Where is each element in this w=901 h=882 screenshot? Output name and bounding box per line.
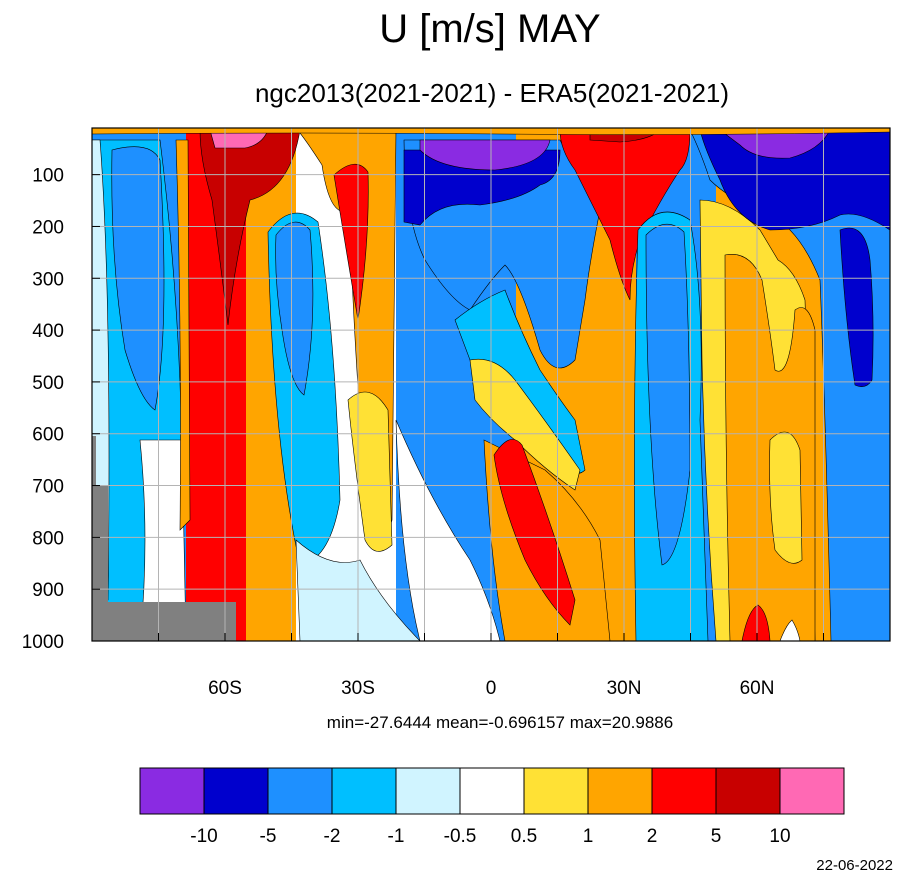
x-tick-label: 30N (607, 678, 642, 699)
y-tick-label: 600 (32, 425, 64, 446)
y-tick-label: 1000 (22, 632, 64, 653)
y-axis: 100 200 300 400 500 600 700 800 900 1000 (22, 166, 100, 653)
colorbar-swatch (203, 767, 269, 815)
contour-region (645, 223, 691, 566)
contour-region (559, 129, 691, 301)
chart-subtitle: ngc2013(2021-2021) - ERA5(2021-2021) (255, 78, 729, 108)
date-stamp: 22-06-2022 (816, 857, 893, 874)
colorbar-swatch (715, 767, 781, 815)
contour-region (347, 391, 393, 552)
contour-region (175, 139, 191, 531)
contour-region (689, 129, 890, 641)
x-tick-label: 60N (740, 678, 775, 699)
contour-region (469, 358, 581, 491)
colorbar-label: -1 (388, 826, 405, 847)
y-tick-label: 500 (32, 373, 64, 394)
x-tick-label: 0 (486, 678, 497, 699)
grid-lines (92, 128, 890, 641)
colorbar-label: 1 (583, 826, 594, 847)
colorbar-label: 10 (769, 826, 790, 847)
colorbar-swatch (587, 767, 653, 815)
contour-region (92, 139, 110, 601)
colorbar: -10 -5 -2 -1 -0.5 0.5 1 2 5 10 (139, 767, 845, 847)
y-tick-label: 300 (32, 269, 64, 290)
y-tick-label: 800 (32, 528, 64, 549)
stats-text: min=-27.6444 mean=-0.696157 max=20.9886 (327, 713, 673, 732)
colorbar-label: 2 (647, 826, 658, 847)
colorbar-swatch (459, 767, 525, 815)
contour-region (839, 227, 874, 387)
colorbar-label: 0.5 (511, 826, 537, 847)
colorbar-label: -2 (324, 826, 341, 847)
colorbar-swatch (395, 767, 461, 815)
y-tick-label: 400 (32, 321, 64, 342)
y-tick-label: 700 (32, 477, 64, 498)
y-tick-label: 100 (32, 166, 64, 187)
y-tick-label: 900 (32, 580, 64, 601)
contour-region (769, 431, 803, 564)
topography-mask (92, 436, 236, 641)
colorbar-swatch (331, 767, 397, 815)
colorbar-label: -0.5 (444, 826, 477, 847)
x-tick-label: 30S (341, 678, 375, 699)
contour-region (403, 149, 561, 226)
contour-region (719, 129, 831, 159)
contour-region (699, 129, 890, 231)
colorbar-label: -5 (260, 826, 277, 847)
colorbar-swatch (523, 767, 589, 815)
contour-region (419, 139, 551, 171)
x-axis: 60S 30S 0 30N 60N (91, 633, 891, 699)
colorbar-label: -10 (190, 826, 217, 847)
colorbar-swatch (267, 767, 333, 815)
contour-region (779, 619, 801, 641)
contour-region (333, 163, 369, 321)
contour-region (395, 419, 501, 641)
chart-title: U [m/s] MAY (379, 7, 600, 51)
colorbar-swatch (651, 767, 717, 815)
contour-plot-area (92, 128, 890, 641)
y-tick-label: 200 (32, 217, 64, 238)
colorbar-swatch (139, 767, 205, 815)
contour-region (741, 604, 771, 641)
x-tick-label: 60S (208, 678, 242, 699)
colorbar-label: 5 (711, 826, 722, 847)
colorbar-swatch (779, 767, 845, 815)
